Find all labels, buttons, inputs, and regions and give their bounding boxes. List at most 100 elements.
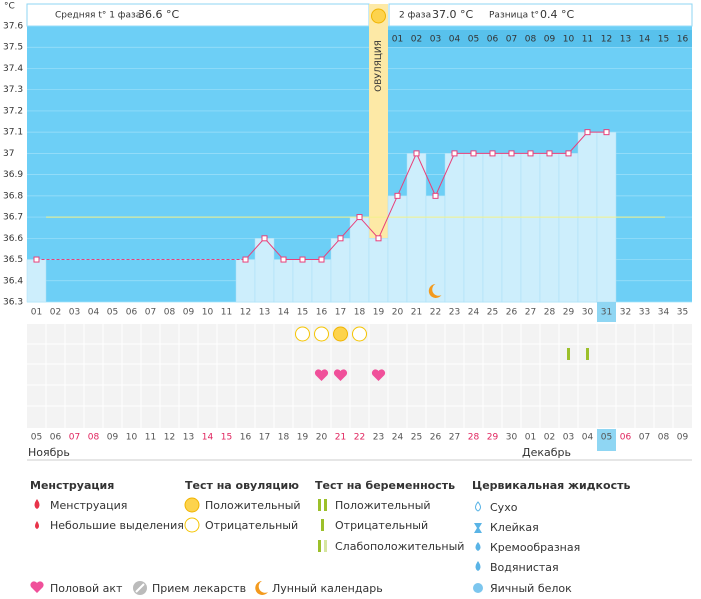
x-tick-label: 01 [31,308,42,318]
phase2-day: 11 [582,35,593,45]
legend-item: Клейкая [490,521,539,534]
phase2-day: 03 [430,35,441,45]
legend-title: Менструация [30,479,114,492]
bar [349,216,370,303]
ovulation-test-negative [352,326,367,342]
icon [35,521,39,529]
bar [406,153,427,303]
legend-item: Сухо [490,501,518,514]
point [261,235,268,242]
y-tick-label: 36.8 [3,191,23,201]
ovulation-test-negative [295,326,310,342]
y-tick-label: 36.7 [3,213,23,223]
bar [26,259,47,303]
icon [184,497,200,513]
bar [311,259,332,303]
phase2-day: 09 [544,35,556,45]
x-tick-label: 12 [240,308,251,318]
date-label: 11 [145,433,156,443]
icon [321,519,324,531]
pregnancy-test [586,348,589,360]
date-label: 24 [392,433,404,443]
phase2-label: 2 фаза [399,11,431,21]
icon [474,523,482,533]
x-tick-label: 04 [88,308,100,318]
point [33,256,40,263]
legend-item: Яичный белок [490,582,572,595]
point [527,150,534,157]
point [280,256,287,263]
x-tick-label: 21 [411,308,422,318]
legend: Менструация Менструация Небольшие выделе… [30,479,630,595]
legend-item: Водянистая [490,561,559,574]
legend-title: Тест на овуляцию [185,479,299,492]
phase2-strip [388,30,692,47]
y-tick-label: 37.2 [3,106,23,116]
date-label: 05 [601,433,612,443]
x-tick-label: 31 [601,308,612,318]
x-tick-label: 18 [354,308,366,318]
date-label: 25 [411,433,422,443]
phase2-value: 37.0 °C [432,8,473,21]
y-unit: °C [4,2,15,12]
x-tick-label: 32 [620,308,631,318]
bar [425,195,446,303]
y-tick-label: 36.4 [3,276,23,286]
date-label: 08 [658,433,670,443]
highlight-day [597,302,616,322]
x-tick-label: 24 [468,308,480,318]
date-label: 17 [259,433,270,443]
diff-value: 0.4 °C [540,8,574,21]
point [337,235,344,242]
date-label: 22 [354,433,365,443]
y-tick-label: 36.6 [3,234,23,244]
date-label: 05 [31,433,42,443]
x-tick-label: 20 [392,308,404,318]
date-label: 27 [449,433,460,443]
date-label: 07 [639,433,650,443]
legend-item: Положительный [205,499,301,512]
icon [475,501,481,512]
bar [254,238,275,303]
icon [184,517,200,533]
x-tick-label: 34 [658,308,670,318]
x-tick-label: 25 [487,308,498,318]
date-label: 09 [677,433,689,443]
point [299,256,306,263]
icon [324,540,327,552]
icon [473,583,483,593]
icon [324,499,327,511]
pregnancy-test [567,348,570,360]
date-label: 13 [183,433,194,443]
x-tick-label: 29 [563,308,575,318]
x-tick-label: 13 [259,308,270,318]
date-label: 12 [164,433,175,443]
x-tick-label: 28 [544,308,556,318]
phase2-day: 06 [487,35,499,45]
bar [368,238,389,303]
x-tick-label: 30 [582,308,594,318]
x-tick-label: 06 [126,308,138,318]
y-tick-label: 37.3 [3,85,23,95]
point [318,256,325,263]
icon [34,499,40,509]
date-label: 04 [582,433,594,443]
bar [292,259,313,303]
phase2-day: 13 [620,35,631,45]
x-tick-label: 27 [525,308,536,318]
bar [520,153,541,303]
legend-item: Отрицательный [335,519,428,532]
y-tick-label: 37.6 [3,22,23,32]
date-label: 20 [316,433,328,443]
icon [135,583,145,593]
point [242,256,249,263]
date-label: 28 [468,433,480,443]
legend-item: Половой акт [50,582,123,595]
date-label: 15 [221,433,232,443]
phase2-day: 14 [639,35,651,45]
date-label: 26 [430,433,442,443]
date-label: 03 [563,433,574,443]
point [470,150,477,157]
x-tick-label: 11 [221,308,232,318]
